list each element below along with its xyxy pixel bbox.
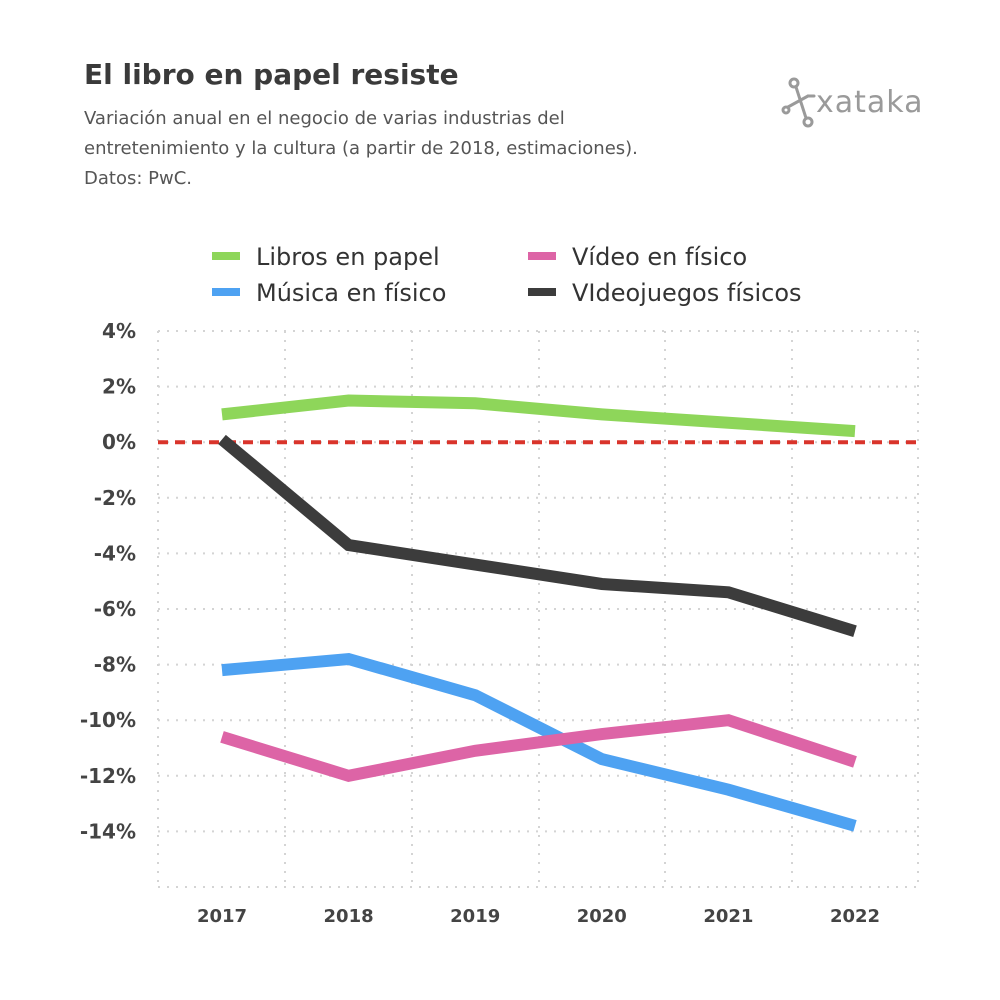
subtitle-line: Datos: PwC. <box>84 168 192 189</box>
series-line <box>218 434 857 637</box>
chart-subtitle: Variación anual en el negocio de varias … <box>84 104 744 194</box>
y-axis: 4% 2% 0% -2% -4% -6% -8% -10% -12% -14% <box>80 319 136 843</box>
xataka-logo: xataka <box>781 77 924 128</box>
x-axis: 2017 2018 2019 2020 2021 2022 <box>197 906 880 927</box>
legend-label: Vídeo en físico <box>572 243 747 271</box>
legend-label: VIdeojuegos físicos <box>572 279 802 307</box>
x-tick-label: 2021 <box>703 906 753 927</box>
subtitle-line: Variación anual en el negocio de varias … <box>84 108 565 129</box>
logo-text: xataka <box>816 85 924 120</box>
logo-node <box>802 116 814 128</box>
series-line <box>220 714 857 782</box>
y-tick-label: -8% <box>94 653 136 677</box>
series-line <box>221 394 856 438</box>
y-tick-label: -12% <box>80 764 136 788</box>
chart-title: El libro en papel resiste <box>84 58 459 91</box>
series-lines <box>218 394 857 832</box>
series-line <box>221 652 857 832</box>
subtitle-line: entretenimiento y la cultura (a partir d… <box>84 138 638 159</box>
x-tick-label: 2018 <box>324 906 374 927</box>
y-tick-label: 4% <box>102 319 136 343</box>
logo-node <box>781 105 791 115</box>
legend-label: Música en físico <box>256 279 446 307</box>
x-tick-label: 2017 <box>197 906 247 927</box>
y-tick-label: -14% <box>80 819 136 843</box>
chart-legend: Libros en papel Música en físico Vídeo en … <box>212 243 802 307</box>
y-tick-label: 0% <box>102 430 136 454</box>
x-tick-label: 2022 <box>830 906 880 927</box>
y-tick-label: -2% <box>94 486 136 510</box>
y-tick-label: -10% <box>80 708 136 732</box>
legend-label: Libros en papel <box>256 243 440 271</box>
y-tick-label: 2% <box>102 375 136 399</box>
x-tick-label: 2020 <box>577 906 627 927</box>
logo-node <box>788 77 800 89</box>
y-tick-label: -4% <box>94 541 136 565</box>
y-tick-label: -6% <box>94 597 136 621</box>
x-tick-label: 2019 <box>450 906 500 927</box>
